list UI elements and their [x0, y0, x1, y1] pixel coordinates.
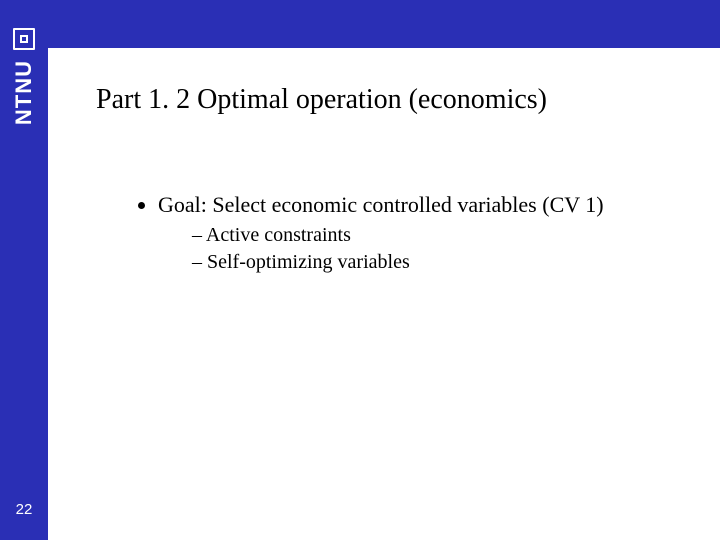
- org-name: NTNU: [11, 60, 37, 125]
- sidebar: NTNU 22: [0, 0, 48, 540]
- slide-content: Part 1. 2 Optimal operation (economics) …: [48, 48, 720, 540]
- bullet-list: Goal: Select economic controlled variabl…: [96, 192, 672, 274]
- bullet-text: Goal: Select economic controlled variabl…: [158, 192, 604, 217]
- sub-bullet-item: Active constraints: [192, 224, 672, 247]
- bullet-item: Goal: Select economic controlled variabl…: [158, 192, 672, 274]
- sub-bullet-list: Active constraints Self-optimizing varia…: [158, 224, 672, 274]
- sub-bullet-text: Active constraints: [206, 224, 351, 246]
- sub-bullet-text: Self-optimizing variables: [207, 251, 410, 273]
- topbar: [48, 0, 720, 48]
- ntnu-logo-icon: [13, 28, 35, 50]
- ntnu-logo-inner-icon: [20, 35, 28, 43]
- sub-bullet-item: Self-optimizing variables: [192, 251, 672, 274]
- page-number: 22: [0, 501, 48, 518]
- slide-title: Part 1. 2 Optimal operation (economics): [96, 84, 672, 116]
